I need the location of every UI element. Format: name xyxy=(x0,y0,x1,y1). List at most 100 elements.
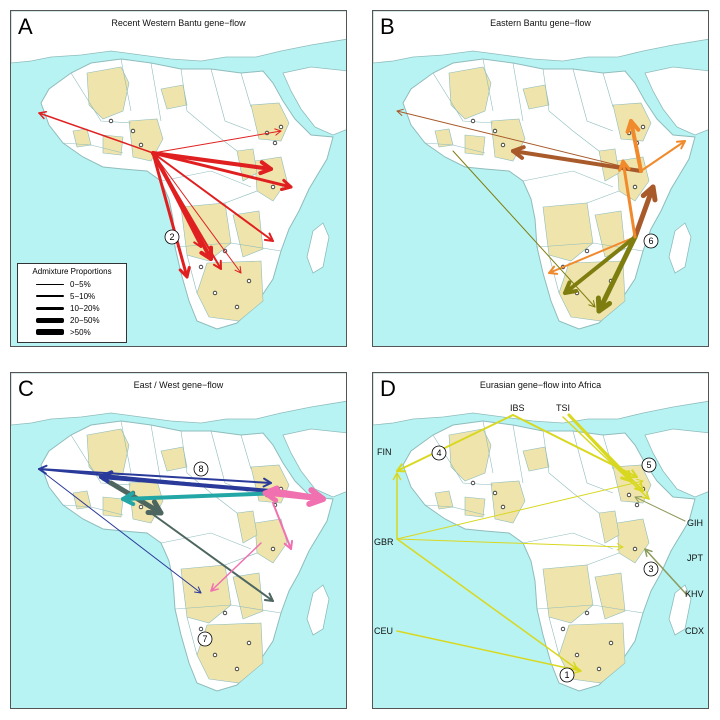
sampled-country xyxy=(522,84,550,110)
arrow-head xyxy=(573,665,582,674)
sampled-country xyxy=(128,118,164,162)
gene-flow-arrow xyxy=(152,130,282,154)
legend-item: 20−50% xyxy=(22,314,122,326)
numbered-marker-label: 1 xyxy=(564,670,569,680)
sample-location-dot xyxy=(492,490,498,496)
gene-flow-arrow xyxy=(621,159,637,239)
arrow-head xyxy=(145,499,164,516)
legend-item: 10−20% xyxy=(22,302,122,314)
arrow-head xyxy=(636,478,644,486)
sample-location-dot xyxy=(234,666,240,672)
numbered-marker xyxy=(643,561,659,577)
sample-location-dot xyxy=(212,652,218,658)
country-border xyxy=(62,142,124,154)
gene-flow-arrow xyxy=(151,151,273,171)
western-bantu-arrows: 2 xyxy=(38,111,293,279)
population-label-gbr: GBR xyxy=(374,537,394,547)
sample-location-dot xyxy=(246,278,252,284)
gene-flow-arrow xyxy=(152,152,274,242)
numbered-marker xyxy=(559,667,575,683)
country-border xyxy=(522,170,614,188)
country-border xyxy=(586,190,620,204)
europe-landmass xyxy=(373,11,708,64)
arrow-head xyxy=(263,232,274,242)
population-label-cdx: CDX xyxy=(685,626,705,636)
arrow-head xyxy=(193,586,202,594)
country-border xyxy=(432,72,494,124)
sample-location-dot xyxy=(270,184,276,190)
arrow-head xyxy=(548,265,559,275)
sampled-country xyxy=(542,564,594,624)
numbered-marker xyxy=(193,461,209,477)
numbered-marker-label: 6 xyxy=(648,236,653,246)
country-border xyxy=(512,62,524,122)
numbered-marker-label: 7 xyxy=(202,634,207,644)
sample-location-dot xyxy=(470,480,476,486)
panel-letter: D xyxy=(380,376,396,401)
sample-location-dot xyxy=(492,128,498,134)
arabia-landmass xyxy=(282,66,346,136)
arrow-head xyxy=(262,477,272,488)
arrow-head xyxy=(392,472,402,481)
arabia-landmass xyxy=(644,66,708,136)
numbered-marker xyxy=(431,445,447,461)
sample-location-dot xyxy=(470,118,476,124)
gene-flow-arrow xyxy=(38,112,154,154)
gene-flow-arrow xyxy=(152,152,202,248)
sampled-country xyxy=(102,496,124,518)
panel-d: 4 5 3 1 D Eurasian gene−flow into Africa FI… xyxy=(372,372,709,709)
arrow-head xyxy=(121,491,136,507)
sampled-country xyxy=(594,572,626,620)
sampled-country xyxy=(522,446,550,472)
sampled-country xyxy=(448,66,492,120)
gene-flow-arrow xyxy=(396,630,582,672)
gene-flow-arrow xyxy=(272,502,292,550)
country-border xyxy=(424,504,486,516)
country-border xyxy=(160,170,252,188)
country-border xyxy=(536,604,644,614)
country-border xyxy=(542,430,574,494)
sample-location-dot xyxy=(500,504,506,510)
country-border xyxy=(210,68,252,132)
gene-flow-arrow xyxy=(640,140,686,172)
europe-landmass xyxy=(11,11,346,64)
admixture-legend: Admixture Proportions 0−5% 5−10% 10−20% … xyxy=(17,263,127,343)
country-border xyxy=(160,532,252,550)
panel-letter: A xyxy=(18,14,33,39)
madagascar-landmass xyxy=(306,222,330,274)
country-border xyxy=(572,130,600,152)
gene-flow-arrow xyxy=(151,151,189,279)
arrow-head xyxy=(283,539,294,550)
sample-location-dot xyxy=(640,124,646,130)
gene-flow-arrow xyxy=(396,110,642,172)
sample-location-dot xyxy=(130,128,136,134)
arrow-head xyxy=(511,145,526,160)
sampled-country xyxy=(598,510,620,544)
country-border xyxy=(150,424,162,484)
country-border xyxy=(186,254,198,294)
gene-flow-arrow xyxy=(151,151,293,189)
country-border xyxy=(424,142,486,154)
numbered-marker xyxy=(164,229,180,245)
africa-landmass xyxy=(40,420,334,692)
arabia-landmass xyxy=(644,428,708,498)
arrow-head xyxy=(595,295,613,314)
panel-b: 6 B Eastern Bantu gene−flow xyxy=(372,10,709,347)
gene-flow-arrow xyxy=(262,490,326,502)
sample-location-dot xyxy=(626,492,632,498)
sample-location-dot xyxy=(574,652,580,658)
sampled-country xyxy=(542,202,594,262)
population-label-khv: KHV xyxy=(685,589,704,599)
sampled-country xyxy=(236,510,258,544)
gene-flow-arrow xyxy=(452,150,596,308)
arrow-head xyxy=(625,119,641,134)
gene-flow-arrow xyxy=(210,542,262,592)
arrow-head xyxy=(210,583,219,592)
gene-flow-arrow xyxy=(152,152,222,270)
country-border xyxy=(602,72,614,108)
sample-location-dot xyxy=(584,248,590,254)
sample-location-dot xyxy=(246,640,252,646)
sample-location-dot xyxy=(222,610,228,616)
gene-flow-arrow xyxy=(150,512,274,602)
population-label-jpt: JPT xyxy=(687,553,704,563)
